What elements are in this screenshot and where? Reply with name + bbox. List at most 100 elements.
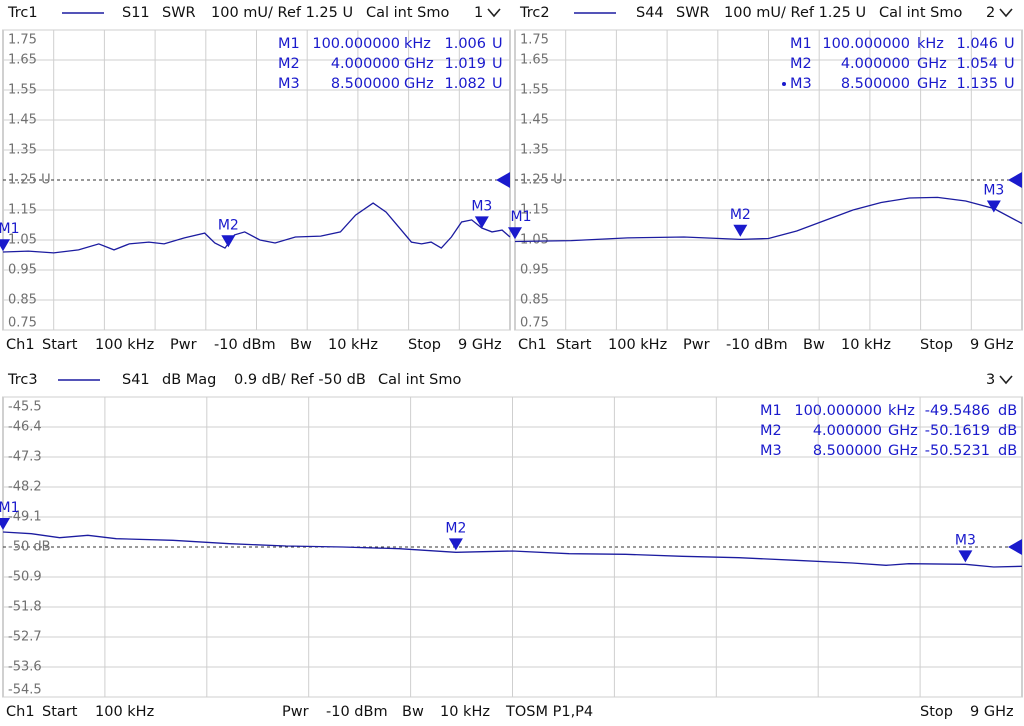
footer-text: Stop (408, 337, 441, 353)
y-tick-label: 1.65 (520, 53, 549, 68)
marker-stimulus-unit: GHz (917, 56, 947, 72)
y-tick-label: 0.75 (8, 316, 37, 331)
y-tick-label: 0.95 (520, 263, 549, 278)
marker-label: M3 (471, 198, 492, 214)
marker-stimulus-unit: GHz (917, 76, 947, 92)
y-tick-label: 1.75 (520, 33, 549, 48)
header-text: Cal int Smo (366, 5, 449, 21)
footer-text: Stop (920, 704, 953, 720)
marker-name: M1 (760, 403, 782, 419)
marker-value: 1.054 (956, 56, 998, 72)
marker-unit: U (492, 36, 503, 52)
header-text: S11 (122, 5, 150, 21)
y-tick-label: 1.25 U (8, 173, 51, 188)
footer-text: -10 dBm (214, 337, 276, 353)
marker-stimulus: 8.500000 (331, 76, 400, 92)
y-tick-label: 1.55 (520, 83, 549, 98)
marker-stimulus-unit: GHz (888, 443, 918, 459)
header-text: Cal int Smo (378, 372, 461, 388)
y-tick-label: 0.85 (520, 293, 549, 308)
footer-text: Stop (920, 337, 953, 353)
y-tick-label: 1.45 (520, 113, 549, 128)
marker-name: M2 (278, 56, 300, 72)
marker-unit: U (492, 56, 503, 72)
marker-name: M1 (790, 36, 812, 52)
marker-value: 1.006 (444, 36, 486, 52)
footer-text: 10 kHz (440, 704, 490, 720)
marker-unit: U (1004, 76, 1015, 92)
marker-stimulus-unit: GHz (888, 423, 918, 439)
y-tick-label: 1.45 (8, 113, 37, 128)
marker-name: M3 (790, 76, 812, 92)
y-tick-label: 0.95 (8, 263, 37, 278)
y-tick-label: 1.05 (8, 233, 37, 248)
footer-text: 9 GHz (970, 337, 1014, 353)
header-text: SWR (676, 5, 710, 21)
y-tick-label: -49.1 (8, 510, 42, 525)
marker-triangle (0, 239, 10, 252)
footer-text: 100 kHz (95, 337, 154, 353)
footer-text: 9 GHz (970, 704, 1014, 720)
marker-name: M3 (278, 76, 300, 92)
marker-label: M1 (511, 209, 532, 225)
marker-triangle (958, 550, 973, 563)
reference-arrow (496, 172, 510, 188)
header-text: 100 mU/ Ref 1.25 U (211, 5, 353, 21)
marker-triangle (733, 224, 748, 237)
marker-value: -49.5486 (925, 403, 990, 419)
y-tick-label: 1.55 (8, 83, 37, 98)
marker-label: M3 (983, 183, 1004, 199)
y-tick-label: 1.05 (520, 233, 549, 248)
footer-text: Ch1 (518, 337, 547, 353)
y-tick-label: 1.35 (8, 143, 37, 158)
marker-value: 1.046 (956, 36, 998, 52)
trace-menu-chevron[interactable] (999, 8, 1013, 18)
marker-stimulus: 100.000000 (312, 36, 400, 52)
header-text: Trc3 (7, 372, 38, 388)
header-text: Cal int Smo (879, 5, 962, 21)
footer-text: Pwr (170, 337, 197, 353)
marker-unit: dB (998, 423, 1017, 439)
marker-triangle (474, 216, 489, 229)
marker-name: M1 (278, 36, 300, 52)
y-tick-label: -48.2 (8, 480, 42, 495)
marker-value: -50.5231 (925, 443, 990, 459)
y-tick-label: 1.25 U (520, 173, 563, 188)
marker-stimulus: 100.000000 (794, 403, 882, 419)
footer-text: 100 kHz (95, 704, 154, 720)
trace-menu-chevron[interactable] (487, 8, 501, 18)
marker-unit: U (1004, 36, 1015, 52)
footer-text: Start (42, 337, 78, 353)
header-text: 1 (474, 5, 483, 21)
marker-triangle (448, 538, 463, 551)
marker-label: M1 (0, 500, 20, 516)
header-text: 2 (986, 5, 995, 21)
footer-text: 100 kHz (608, 337, 667, 353)
trace (2, 202, 511, 254)
header-text: dB Mag (162, 372, 216, 388)
marker-stimulus-unit: kHz (917, 36, 944, 52)
marker-stimulus: 4.000000 (813, 423, 882, 439)
y-tick-label: 1.15 (8, 203, 37, 218)
reference-arrow (1008, 172, 1022, 188)
footer-text: Pwr (282, 704, 309, 720)
marker-label: M2 (445, 520, 466, 536)
header-text: 100 mU/ Ref 1.25 U (724, 5, 866, 21)
footer-text: Bw (290, 337, 312, 353)
y-tick-label: -50 dB (8, 540, 51, 555)
marker-label: M3 (955, 532, 976, 548)
marker-triangle (986, 200, 1001, 213)
marker-name: M2 (790, 56, 812, 72)
trace-menu-chevron[interactable] (999, 375, 1013, 385)
y-tick-label: 1.35 (520, 143, 549, 158)
marker-name: M3 (760, 443, 782, 459)
marker-name: M2 (760, 423, 782, 439)
header-text: 0.9 dB/ Ref -50 dB (234, 372, 366, 388)
trace (514, 196, 1023, 243)
marker-triangle (508, 227, 522, 240)
y-tick-label: -53.6 (8, 660, 42, 675)
footer-text: -10 dBm (726, 337, 788, 353)
footer-text: 10 kHz (841, 337, 891, 353)
marker-stimulus-unit: GHz (404, 56, 434, 72)
